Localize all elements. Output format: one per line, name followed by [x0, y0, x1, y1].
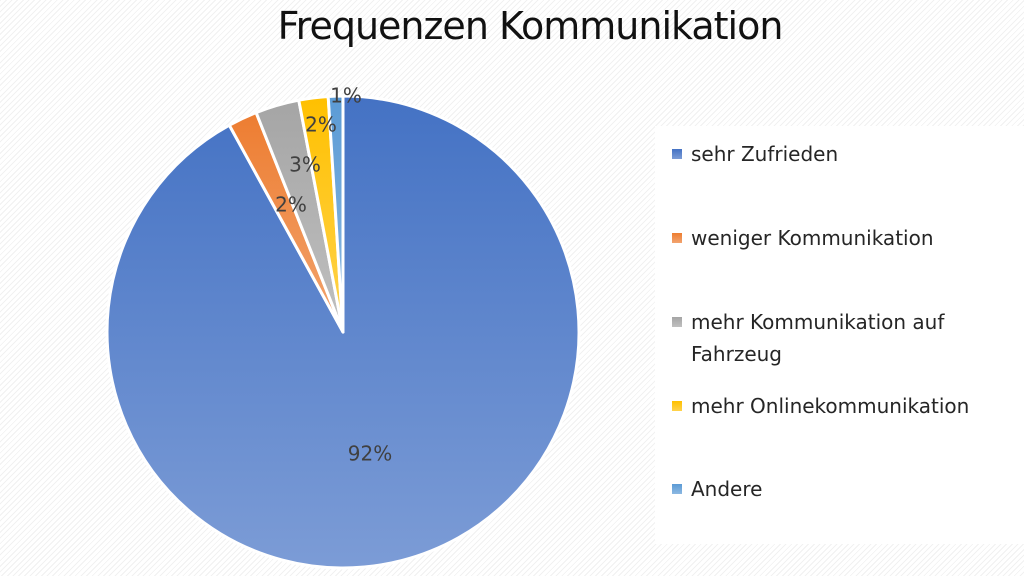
legend-label-5: Andere [691, 477, 763, 501]
chart-legend: sehr Zufrieden weniger Kommunikation mehr … [655, 126, 1024, 544]
chart-title: Frequenzen Kommunikation [277, 4, 784, 48]
legend-label-3: mehr Kommunikation auf Fahrzeug [691, 310, 945, 366]
legend-label-1: sehr Zufrieden [691, 142, 839, 166]
legend-label-4: mehr Onlinekommunikation [691, 394, 970, 418]
legend-swatch-2 [672, 233, 682, 243]
legend-swatch-4 [672, 401, 682, 411]
data-label-5: 1% [330, 84, 362, 108]
legend-swatch-1 [672, 149, 682, 159]
legend-swatch-5 [672, 484, 682, 494]
pie-slice-5 [326, 94, 345, 334]
data-label-3: 3% [289, 153, 321, 177]
data-label-4: 2% [305, 113, 337, 137]
data-label-2: 2% [275, 193, 307, 217]
legend-label-2: weniger Kommunikation [691, 226, 934, 250]
data-label-1: 92% [348, 442, 392, 466]
legend-swatch-3 [672, 317, 682, 327]
